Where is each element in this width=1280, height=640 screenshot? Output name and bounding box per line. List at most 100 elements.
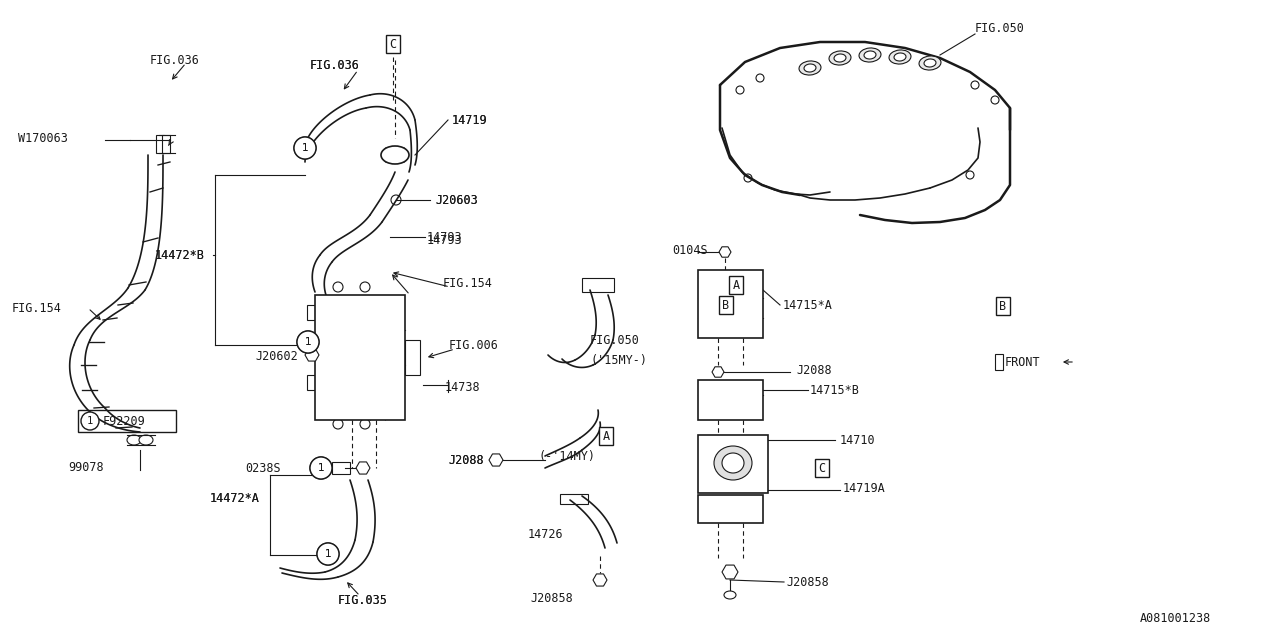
- Text: 14793: 14793: [428, 234, 462, 246]
- Ellipse shape: [724, 591, 736, 599]
- Bar: [307, 305, 315, 320]
- Circle shape: [703, 511, 709, 518]
- Bar: [404, 340, 420, 375]
- Ellipse shape: [722, 453, 744, 473]
- Circle shape: [701, 408, 710, 416]
- Polygon shape: [719, 247, 731, 257]
- Ellipse shape: [804, 64, 815, 72]
- Text: 1: 1: [305, 337, 311, 347]
- Bar: [995, 354, 1004, 370]
- Polygon shape: [305, 349, 319, 361]
- Ellipse shape: [924, 59, 936, 67]
- Circle shape: [751, 511, 759, 518]
- Text: ('15MY-): ('15MY-): [590, 353, 646, 367]
- Ellipse shape: [829, 51, 851, 65]
- Circle shape: [385, 148, 389, 152]
- Text: 1: 1: [325, 549, 332, 559]
- Bar: [163, 135, 170, 153]
- Text: 1: 1: [325, 549, 332, 559]
- Text: J2088: J2088: [448, 454, 484, 467]
- Circle shape: [701, 273, 710, 282]
- Text: FIG.036: FIG.036: [310, 58, 360, 72]
- Text: 14472*A: 14472*A: [210, 492, 260, 504]
- Text: FIG.036: FIG.036: [310, 58, 360, 72]
- Text: 1: 1: [302, 143, 308, 153]
- Bar: [698, 270, 763, 338]
- Ellipse shape: [890, 50, 911, 64]
- Circle shape: [750, 326, 759, 335]
- Text: J20858: J20858: [530, 591, 572, 605]
- Text: W170063: W170063: [18, 131, 68, 145]
- Circle shape: [294, 137, 316, 159]
- Text: 14715*A: 14715*A: [783, 298, 833, 312]
- Text: 14472*B: 14472*B: [155, 248, 205, 262]
- Text: 0238S: 0238S: [244, 461, 280, 474]
- Circle shape: [385, 157, 389, 163]
- Circle shape: [744, 174, 753, 182]
- Text: J20603: J20603: [435, 193, 477, 207]
- Circle shape: [700, 438, 708, 446]
- Text: FIG.035: FIG.035: [338, 593, 388, 607]
- Circle shape: [81, 412, 99, 430]
- Text: 1: 1: [317, 463, 324, 473]
- Text: 14472*A: 14472*A: [210, 492, 260, 504]
- Text: 0104S: 0104S: [672, 243, 708, 257]
- Bar: [78, 410, 177, 432]
- Ellipse shape: [893, 53, 906, 61]
- Text: 99078: 99078: [68, 461, 104, 474]
- Circle shape: [756, 438, 764, 446]
- Circle shape: [333, 282, 343, 292]
- Text: 14726: 14726: [529, 529, 563, 541]
- Text: 14710: 14710: [840, 433, 876, 447]
- Text: B: B: [1000, 300, 1006, 312]
- Polygon shape: [712, 367, 724, 377]
- Text: J20602: J20602: [255, 349, 298, 362]
- Circle shape: [701, 384, 710, 392]
- Polygon shape: [593, 574, 607, 586]
- Bar: [698, 380, 763, 420]
- Circle shape: [401, 148, 406, 152]
- Circle shape: [736, 86, 744, 94]
- Text: FIG.154: FIG.154: [12, 301, 61, 314]
- Polygon shape: [489, 454, 503, 466]
- Text: 1: 1: [305, 337, 311, 347]
- Text: C: C: [818, 461, 826, 474]
- Circle shape: [310, 457, 332, 479]
- Circle shape: [310, 457, 332, 479]
- Text: C: C: [389, 38, 397, 51]
- Text: 14793: 14793: [428, 230, 462, 243]
- Circle shape: [750, 273, 759, 282]
- Text: FIG.154: FIG.154: [443, 276, 493, 289]
- Polygon shape: [722, 565, 739, 579]
- Ellipse shape: [859, 48, 881, 62]
- Bar: [315, 295, 404, 420]
- Text: FIG.006: FIG.006: [449, 339, 499, 351]
- Text: 14719: 14719: [452, 113, 488, 127]
- Bar: [698, 495, 763, 523]
- Ellipse shape: [140, 435, 154, 445]
- Ellipse shape: [864, 51, 876, 59]
- Text: A081001238: A081001238: [1140, 611, 1211, 625]
- Text: 14472*B: 14472*B: [155, 248, 205, 262]
- Circle shape: [294, 137, 316, 159]
- Circle shape: [317, 543, 339, 565]
- Ellipse shape: [714, 446, 753, 480]
- Text: 1: 1: [317, 463, 324, 473]
- Circle shape: [972, 81, 979, 89]
- Ellipse shape: [381, 146, 410, 164]
- Text: FIG.036: FIG.036: [150, 54, 200, 67]
- Text: (-'14MY): (-'14MY): [538, 449, 595, 463]
- Text: J2088: J2088: [796, 364, 832, 376]
- Bar: [307, 375, 315, 390]
- Text: J20858: J20858: [786, 577, 828, 589]
- Ellipse shape: [799, 61, 820, 75]
- Text: F92209: F92209: [102, 415, 146, 428]
- Circle shape: [401, 157, 406, 163]
- Circle shape: [756, 74, 764, 82]
- Text: 14719: 14719: [452, 113, 488, 127]
- Bar: [332, 462, 349, 474]
- Circle shape: [756, 482, 764, 490]
- Bar: [307, 340, 315, 355]
- Ellipse shape: [835, 54, 846, 62]
- Polygon shape: [356, 462, 370, 474]
